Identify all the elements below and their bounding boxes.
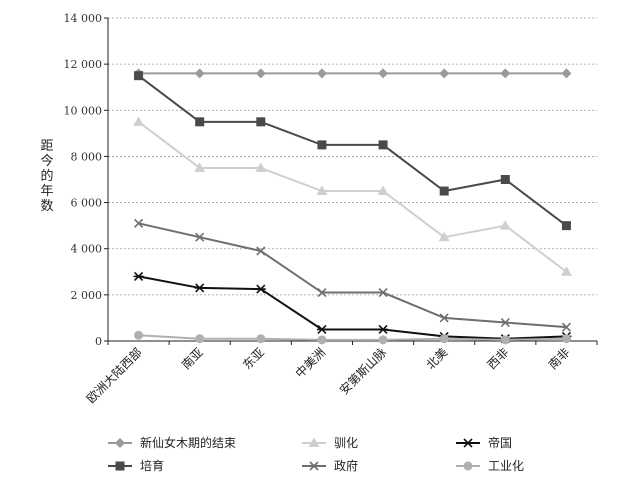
data-point [134,330,144,340]
legend-label: 帝国 [488,435,512,450]
x-tick-label: 中美洲 [292,345,328,381]
data-point [316,185,328,196]
legend-item: 驯化 [302,436,358,450]
series-line [137,121,568,273]
data-point [256,334,266,344]
data-point [377,185,389,196]
legend-label: 政府 [334,458,358,473]
legend-item: 工业化 [456,459,524,473]
data-point [439,313,449,323]
data-point [256,246,266,256]
data-point [560,266,572,276]
data-point [500,335,510,345]
y-tick-label: 2 000 [71,289,103,302]
legend-label: 新仙女木期的结束 [140,435,236,450]
series-5 [134,330,571,345]
data-point [378,324,389,335]
legend-marker [309,461,319,471]
data-point [500,68,511,79]
data-point [133,116,145,126]
data-point [561,68,572,79]
data-point [561,322,572,332]
series-line [138,334,567,341]
data-point [194,68,205,79]
y-tick-label: 10 000 [64,104,103,117]
x-tick-label: 北美 [423,345,450,372]
data-point [316,324,327,335]
y-tick-label: 12 000 [64,58,103,71]
x-tick-label: 欧洲大陆西部 [83,345,145,407]
data-point [133,271,144,281]
x-tick-label: 西非 [485,345,512,372]
data-point [561,334,571,344]
data-point [316,68,327,79]
series-2 [133,116,572,276]
series-line [138,275,567,340]
data-point [317,140,327,150]
data-point [378,68,389,79]
x-tick-label: 东亚 [240,345,267,372]
data-point [499,220,511,230]
series-0 [133,68,572,79]
legend-marker [308,437,320,447]
data-point [500,317,510,328]
data-point [438,231,450,242]
data-point [194,283,205,293]
data-point [561,221,571,231]
data-point [195,334,205,344]
y-tick-label: 0 [95,335,102,348]
x-tick-label: 安第斯山脉 [336,345,389,398]
legend-label: 驯化 [334,436,358,450]
data-point [195,232,205,242]
data-point [133,218,144,228]
series-4 [133,271,572,344]
y-tick-label: 14 000 [64,12,103,25]
y-axis-label: 距今的年数 [40,139,53,214]
y-tick-label: 4 000 [71,243,103,256]
data-point [439,68,450,79]
data-point [256,117,266,127]
data-point [378,335,388,345]
legend-marker [463,438,473,448]
y-tick-label: 6 000 [71,197,103,210]
data-point [378,140,388,150]
gridlines [108,17,597,296]
data-point [255,162,267,172]
legend-item: 政府 [302,458,358,473]
data-point [134,71,144,81]
series-line [138,222,567,329]
y-tick-label: 8 000 [71,150,103,163]
x-tick-label: 南亚 [178,345,206,373]
x-tick-label: 南非 [545,345,573,373]
legend-marker [115,461,125,471]
legend-item: 帝国 [456,435,512,450]
data-point [439,186,449,196]
legend-label: 培育 [140,458,164,473]
data-point [255,68,266,79]
legend-marker [115,438,125,448]
legend-item: 新仙女木期的结束 [108,435,236,450]
data-point [317,335,327,345]
legend-label: 工业化 [488,459,524,473]
series-line [137,74,568,227]
data-point [317,287,327,298]
data-point [255,284,266,294]
data-point [194,162,206,172]
data-point [195,117,205,127]
series-3 [133,218,572,332]
data-point [439,334,449,344]
data-point [500,175,510,184]
series-1 [134,71,571,231]
legend-marker [463,461,473,471]
data-point [378,287,388,298]
legend-item: 培育 [108,458,164,473]
